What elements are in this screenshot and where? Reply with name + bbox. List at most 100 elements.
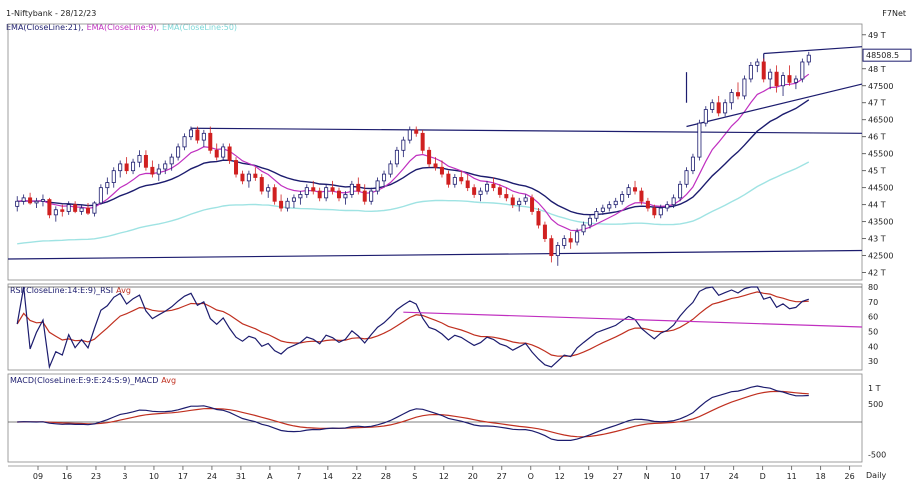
candle bbox=[639, 187, 644, 205]
candle bbox=[79, 204, 84, 215]
candle bbox=[517, 197, 522, 212]
y-tick-label: 42 T bbox=[868, 269, 886, 278]
candle bbox=[510, 194, 515, 209]
candle bbox=[253, 167, 258, 181]
y-tick-label: 46500 bbox=[868, 116, 893, 125]
x-tick-label: 31 bbox=[236, 472, 246, 481]
candle bbox=[626, 184, 631, 198]
y-tick-label: 44 T bbox=[868, 201, 886, 210]
x-tick-label: 17 bbox=[700, 472, 710, 481]
x-tick-label: 26 bbox=[845, 472, 855, 481]
candle bbox=[15, 196, 20, 212]
candle bbox=[793, 75, 798, 90]
candle bbox=[53, 206, 58, 222]
candle bbox=[28, 192, 33, 205]
candle bbox=[427, 146, 432, 168]
candle bbox=[472, 184, 477, 198]
price-badge bbox=[862, 48, 912, 62]
candle bbox=[21, 194, 26, 205]
candle bbox=[66, 201, 71, 215]
rsi-tick-label: 30 bbox=[868, 357, 878, 366]
candle bbox=[781, 72, 786, 96]
candle bbox=[369, 187, 374, 205]
candle bbox=[587, 214, 592, 229]
candle bbox=[60, 204, 65, 217]
panel-frame bbox=[7, 23, 863, 281]
candle bbox=[671, 194, 676, 209]
candle bbox=[240, 170, 245, 185]
x-tick-label: D bbox=[760, 472, 766, 481]
x-tick-label: 12 bbox=[555, 472, 565, 481]
candle bbox=[600, 204, 605, 215]
x-tick-label: 28 bbox=[381, 472, 391, 481]
x-tick-label: N bbox=[644, 472, 650, 481]
x-tick-label: 24 bbox=[207, 472, 217, 481]
candle bbox=[594, 208, 599, 222]
x-tick-label: 27 bbox=[613, 472, 623, 481]
y-tick-label: 47500 bbox=[868, 82, 893, 91]
y-tick-label: 43 T bbox=[868, 235, 886, 244]
trendline bbox=[7, 249, 863, 260]
candle bbox=[607, 201, 612, 212]
price-panel: 49 T 48 T 47500 47 T 46500 46 T 45500 45 T 44500… bbox=[7, 23, 912, 281]
candle bbox=[684, 167, 689, 188]
rsi-legend-item: RSI(CloseLine:14:E:9)_RSI bbox=[10, 286, 113, 295]
candle bbox=[356, 177, 361, 195]
rsi-trendline bbox=[403, 311, 863, 328]
candle bbox=[375, 177, 380, 195]
candle bbox=[73, 201, 78, 214]
x-tick-label: 12 bbox=[439, 472, 449, 481]
x-tick-label: 22 bbox=[352, 472, 362, 481]
header: 1-Niftybank - 28/12/23 F7Net EMA(CloseLi… bbox=[6, 9, 906, 32]
candle bbox=[118, 160, 123, 178]
candle bbox=[491, 177, 496, 192]
candle bbox=[723, 99, 728, 117]
candle bbox=[98, 184, 103, 205]
candle bbox=[549, 235, 554, 263]
candle bbox=[665, 201, 670, 212]
candle bbox=[658, 204, 663, 219]
trendline bbox=[190, 127, 863, 134]
x-tick-label: 16 bbox=[62, 472, 72, 481]
y-tick-label: 45500 bbox=[868, 150, 893, 159]
x-tick-label: 23 bbox=[91, 472, 101, 481]
macd-legend-item: Avg bbox=[161, 376, 176, 385]
candle bbox=[407, 126, 412, 144]
candle bbox=[105, 177, 110, 195]
candle bbox=[47, 197, 52, 219]
x-tick-label: 27 bbox=[497, 472, 507, 481]
rsi-legend: RSI(CloseLine:14:E:9)_RSI Avg bbox=[10, 286, 131, 295]
candle bbox=[478, 187, 483, 202]
candle bbox=[291, 194, 296, 209]
candle bbox=[324, 184, 329, 202]
candle bbox=[497, 184, 502, 198]
candle bbox=[246, 170, 251, 188]
x-tick-label: 20 bbox=[468, 472, 478, 481]
y-tick-label: 46 T bbox=[868, 133, 886, 142]
candle bbox=[214, 143, 219, 161]
candle bbox=[800, 58, 805, 83]
candle bbox=[787, 65, 792, 86]
candle bbox=[504, 187, 509, 202]
y-tick-label: 48 T bbox=[868, 65, 886, 74]
y-tick-label: 45 T bbox=[868, 167, 886, 176]
candle bbox=[452, 174, 457, 188]
ema-legend: EMA(CloseLine:21), EMA(CloseLine:9), EMA(C… bbox=[6, 23, 237, 32]
x-tick-label: 10 bbox=[149, 472, 159, 481]
x-tick-label: 14 bbox=[323, 472, 333, 481]
candle bbox=[124, 157, 129, 175]
candle bbox=[414, 126, 419, 137]
ema-legend-item: EMA(CloseLine:50) bbox=[162, 23, 237, 32]
rsi-avg-line bbox=[16, 291, 809, 357]
candle bbox=[150, 160, 155, 178]
candle bbox=[92, 201, 97, 217]
x-tick-label: 18 bbox=[816, 472, 826, 481]
y-tick-label: 42500 bbox=[868, 252, 893, 261]
candle bbox=[703, 106, 708, 127]
candle bbox=[201, 129, 206, 147]
period-label: Daily bbox=[866, 471, 887, 480]
candle bbox=[633, 180, 638, 195]
candle bbox=[581, 221, 586, 236]
candle bbox=[131, 158, 136, 175]
candle bbox=[285, 197, 290, 212]
